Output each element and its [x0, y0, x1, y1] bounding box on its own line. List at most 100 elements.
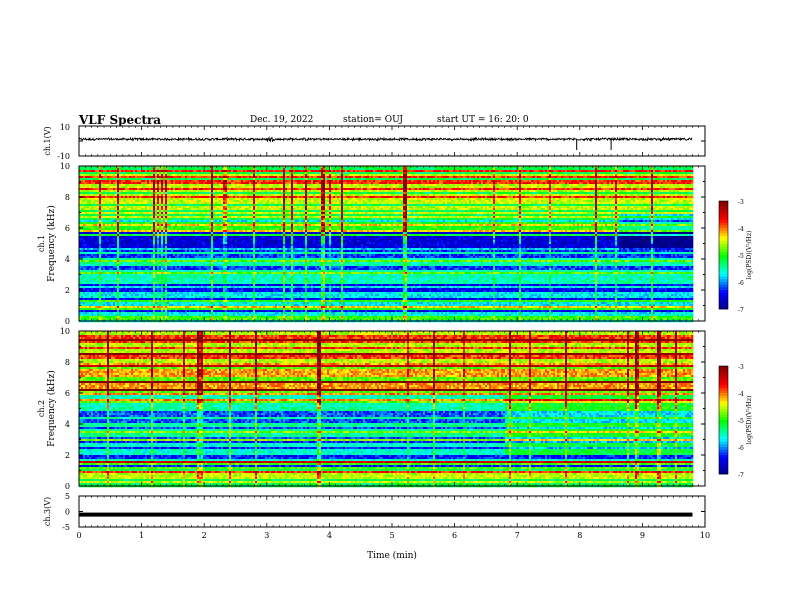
ch1-spectrogram-cell: [107, 214, 110, 217]
ch1-spectrogram-cell: [197, 190, 200, 193]
ch1-spectrogram-cell: [183, 194, 186, 197]
ch1-spectrogram-cell: [201, 170, 204, 173]
ch1-spectrogram-cell: [85, 206, 88, 209]
ch1-spectrogram-cell: [175, 300, 178, 303]
ch1-spectrogram-cell: [167, 308, 170, 311]
ch1-spectrogram-cell: [197, 248, 200, 251]
ch1-spectrogram-cell: [81, 288, 84, 291]
ch1-spectrogram-cell: [193, 238, 196, 241]
ch1-spectrogram-cell: [145, 184, 148, 187]
ch1-spectrogram-cell: [105, 226, 108, 229]
ch1-spectrogram-cell: [85, 296, 88, 299]
ch1-spectrogram-cell: [143, 248, 146, 251]
ch1-spectrogram-cell: [95, 182, 98, 185]
ch1-spectrogram-cell: [177, 288, 180, 291]
ch1-spectrogram-cell: [91, 262, 94, 265]
ch1-spectrogram-cell: [115, 266, 118, 269]
ch1-spectrogram-cell: [201, 176, 204, 179]
ch1-spectrogram-cell: [97, 302, 100, 305]
ch1-spectrogram-cell: [91, 190, 94, 193]
ch1-spectrogram-cell: [139, 240, 142, 243]
ch1-spectrogram-cell: [117, 198, 120, 201]
ch1-spectrogram-cell: [179, 306, 182, 309]
ch1-spectrogram-cell: [189, 268, 192, 271]
ch1-spectrogram-cell: [85, 190, 88, 193]
ch1-spectrogram-cell: [99, 274, 102, 277]
ch1-spectrogram-cell: [151, 174, 154, 177]
ch1-spectrogram-cell: [193, 276, 196, 279]
ch1-spectrogram-cell: [129, 210, 132, 213]
ch1-spectrogram-cell: [167, 284, 170, 287]
ch1-spectrogram-cell: [161, 238, 164, 241]
ch1-spectrogram-cell: [103, 312, 106, 315]
ch1-spectrogram-cell: [117, 234, 120, 237]
ch1-spectrogram-cell: [123, 208, 126, 211]
ch1-spectrogram-cell: [159, 180, 162, 183]
ch1-spectrogram-cell: [161, 186, 164, 189]
ch1-spectrogram-cell: [135, 286, 138, 289]
ch1-spectrogram-cell: [93, 250, 96, 253]
ch1-spectrogram-cell: [155, 236, 158, 239]
ch1-spectrogram-cell: [99, 212, 102, 215]
ch1-spectrogram-cell: [129, 236, 132, 239]
ch1-spectrogram-cell: [177, 298, 180, 301]
ch1-spectrogram-cell: [183, 310, 186, 313]
ch1-spectrogram-cell: [151, 168, 154, 171]
ch1-spectrogram-cell: [161, 190, 164, 193]
ch1-spectrogram-cell: [183, 272, 186, 275]
ch1-spectrogram-cell: [121, 208, 124, 211]
ch1-spectrogram-cell: [125, 256, 128, 259]
ch1-spectrogram-cell: [155, 258, 158, 261]
ch1-spectrogram-cell: [101, 212, 104, 215]
ch1-spectrogram-cell: [183, 238, 186, 241]
ch1-spectrogram-cell: [107, 204, 110, 207]
ch1-spectrogram-cell: [179, 276, 182, 279]
ch1-spectrogram-cell: [169, 202, 172, 205]
ch1-spectrogram-cell: [161, 216, 164, 219]
ch1-spectrogram-cell: [99, 308, 102, 311]
ch1-spectrogram-cell: [191, 224, 194, 227]
ch1-spectrogram-cell: [137, 232, 140, 235]
ch1-spectrogram-cell: [183, 218, 186, 221]
ch1-spectrogram-cell: [101, 306, 104, 309]
ch1-spectrogram-cell: [79, 178, 82, 181]
ch1-spectrogram-cell: [129, 220, 132, 223]
ch1-spectrogram-cell: [95, 242, 98, 245]
ch1-spectrogram-cell: [167, 166, 170, 169]
ch1-spectrogram-cell: [157, 172, 160, 175]
ch1-spectrogram-cell: [183, 210, 186, 213]
ch1-spectrogram-cell: [155, 252, 158, 255]
ch1-spectrogram-cell: [161, 174, 164, 177]
ch1-spectrogram-cell: [171, 306, 174, 309]
ch1-spectrogram-cell: [93, 184, 96, 187]
ch1-spectrogram-cell: [171, 262, 174, 265]
ch1-spectrogram-cell: [177, 242, 180, 245]
ch1-spectrogram-cell: [127, 280, 130, 283]
ch1-spectrogram-cell: [115, 260, 118, 263]
ch1-spectrogram-cell: [129, 168, 132, 171]
ch1-spectrogram-cell: [119, 230, 122, 233]
ch1-spectrogram-cell: [189, 234, 192, 237]
ch1-spectrogram-cell: [83, 292, 86, 295]
ch1-spectrogram-cell: [191, 310, 194, 313]
ch1-spectrogram-cell: [175, 192, 178, 195]
ch1-spectrogram-cell: [169, 168, 172, 171]
ch1-spectrogram-cell: [95, 270, 98, 273]
ch1-spectrogram-cell: [107, 260, 110, 263]
ch1-spectrogram-cell: [161, 262, 164, 265]
ch1-spectrogram-cell: [141, 202, 144, 205]
ch1-spectrogram-cell: [143, 212, 146, 215]
ch1-spectrogram-cell: [153, 216, 156, 219]
ch1-spectrogram-cell: [133, 270, 136, 273]
ch1-spectrogram-cell: [141, 234, 144, 237]
ch1-spectrogram-cell: [105, 172, 108, 175]
ch1-spectrogram-cell: [197, 294, 200, 297]
ch1-spectrogram-cell: [141, 180, 144, 183]
ch1-spectrogram-cell: [137, 276, 140, 279]
ch1-spectrogram-cell: [181, 196, 184, 199]
ch1-spectrogram-cell: [123, 190, 126, 193]
ch1-spectrogram-cell: [117, 276, 120, 279]
ch1-spectrogram-cell: [103, 294, 106, 297]
ch1-spectrogram-cell: [185, 318, 188, 321]
ch1-spectrogram-cell: [81, 230, 84, 233]
